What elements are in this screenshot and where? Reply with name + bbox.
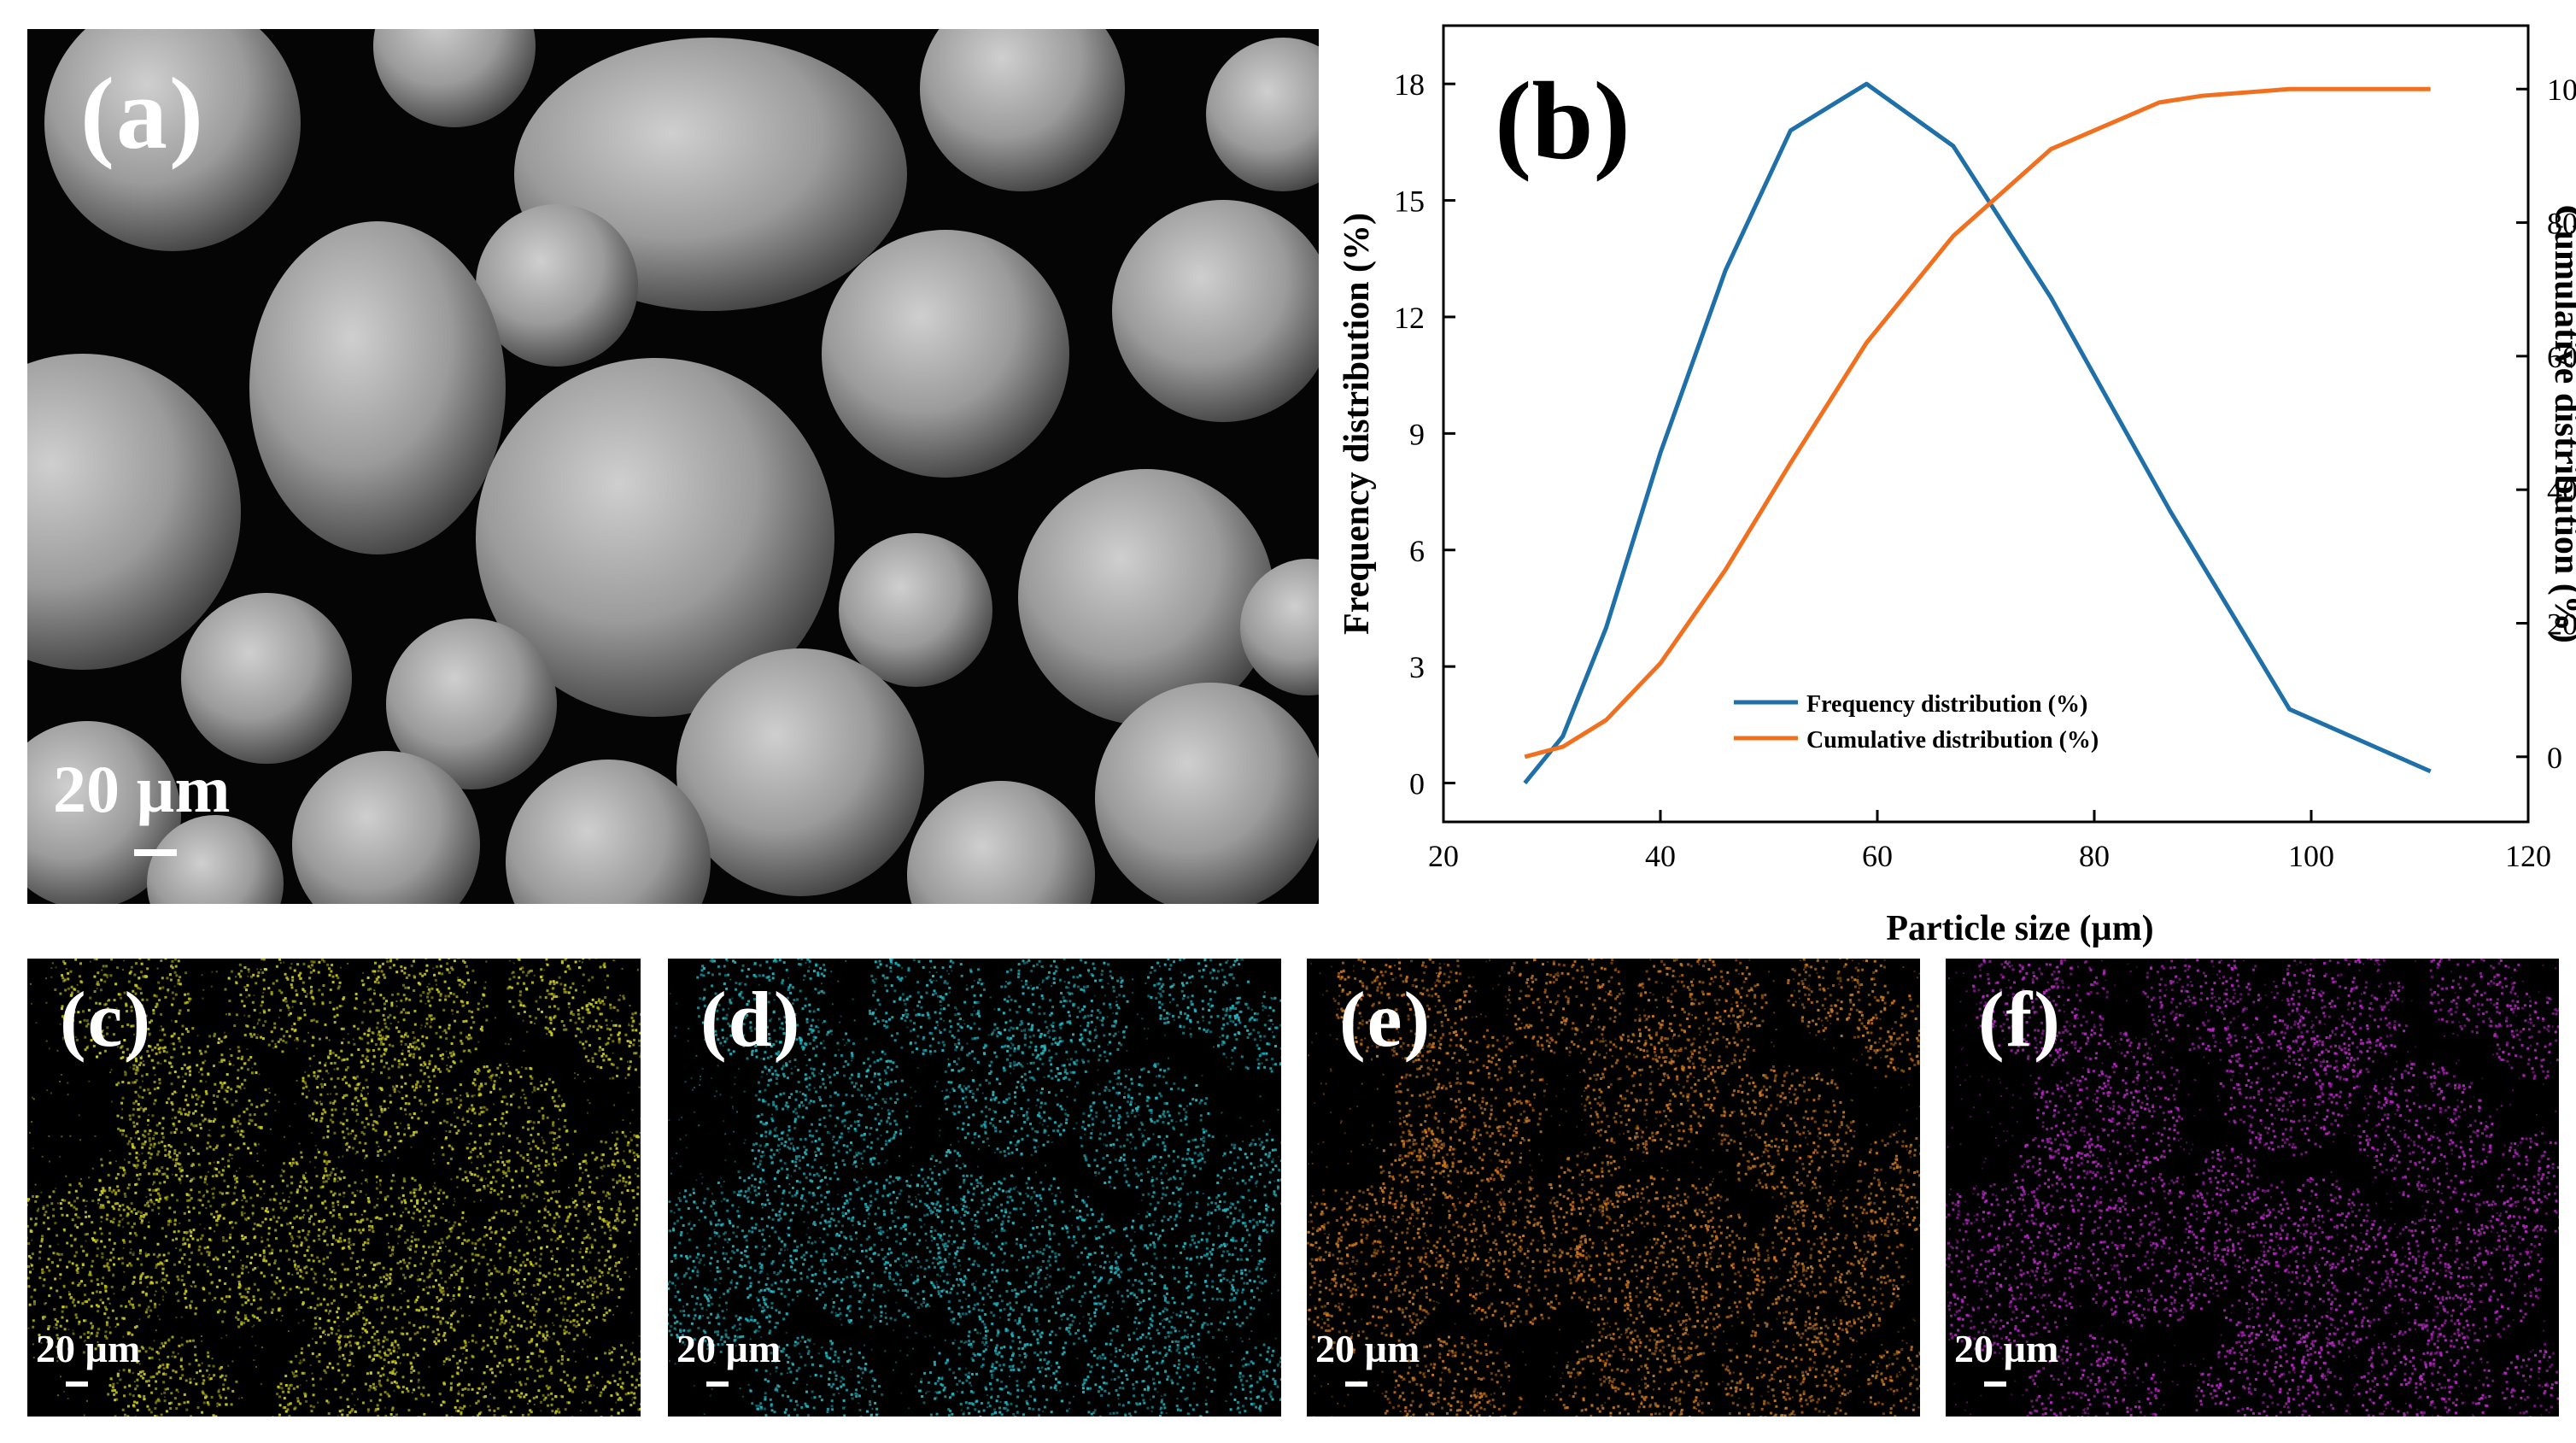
y-right-tick-label: 60 — [2547, 340, 2576, 374]
eds-map-f-graphic — [1946, 959, 2559, 1417]
cumulative-distribution-line — [1524, 86, 2431, 760]
panel-c-scale-bar-text: 20 µm — [36, 1326, 140, 1371]
panel-b-chart: 0 3 6 9 12 15 18 0 20 40 60 80 100 20 40 60 80 100 120 F… — [1332, 0, 2576, 957]
y-left-tick-label: 18 — [1394, 67, 1425, 102]
panel-a-label: (a) — [80, 55, 205, 173]
panel-a-sem-image: (a) 20 µm — [27, 29, 1319, 904]
panel-f-scale-bar — [1984, 1381, 2006, 1387]
plot-frame — [1442, 24, 2530, 824]
y-left-tick-label: 6 — [1409, 534, 1425, 568]
panel-b-label: (b) — [1495, 60, 1630, 183]
panel-c-label: (c) — [60, 974, 152, 1065]
x-tick-label: 60 — [1862, 839, 1893, 873]
panel-f-eds-map: (f) 20 µm — [1946, 959, 2559, 1417]
y-left-tick-label: 3 — [1409, 650, 1425, 684]
sem-particles-graphic — [27, 29, 1319, 904]
y-right-tick-label: 80 — [2547, 207, 2576, 241]
x-tick-label: 40 — [1645, 839, 1676, 873]
particle-size-distribution-chart: 0 3 6 9 12 15 18 0 20 40 60 80 100 20 40 60 80 100 120 F… — [1338, 24, 2576, 948]
panel-d-label: (d) — [700, 974, 801, 1065]
eds-map-d-graphic — [668, 959, 1281, 1417]
eds-map-e-graphic — [1307, 959, 1920, 1417]
panel-d-scale-bar-text: 20 µm — [676, 1326, 781, 1371]
element-signal-dots — [668, 959, 1281, 1417]
y-right-tick-label: 100 — [2547, 73, 2576, 107]
x-tick-label: 80 — [2079, 839, 2110, 873]
panel-e-eds-map: (e) 20 µm — [1307, 959, 1920, 1417]
panel-e-scale-bar-text: 20 µm — [1315, 1326, 1420, 1371]
legend-label: Cumulative distribution (%) — [1806, 727, 2099, 754]
panel-c-scale-bar — [66, 1381, 88, 1387]
y-left-tick-label: 15 — [1394, 185, 1425, 219]
element-signal-dots — [27, 959, 641, 1417]
frequency-distribution-line — [1523, 81, 2432, 785]
y-axis-left-label: Frequency distribution (%) — [1338, 213, 1377, 635]
y-right-tick-label: 0 — [2547, 741, 2562, 775]
panel-e-label: (e) — [1339, 974, 1431, 1065]
panel-a-scale-bar — [134, 849, 177, 856]
element-signal-dots — [1307, 959, 1920, 1417]
x-tick-label: 20 — [1428, 839, 1459, 873]
panel-d-eds-map: (d) 20 µm — [668, 959, 1281, 1417]
panel-e-scale-bar — [1345, 1381, 1367, 1387]
legend-label: Frequency distribution (%) — [1806, 691, 2087, 718]
x-tick-label: 120 — [2505, 839, 2551, 873]
y-right-tick-label: 20 — [2547, 607, 2576, 641]
element-signal-dots — [1946, 959, 2559, 1417]
y-left-tick-label: 9 — [1409, 417, 1425, 451]
panel-c-eds-map: (c) 20 µm — [27, 959, 641, 1417]
y-right-tick-label: 40 — [2547, 473, 2576, 507]
eds-map-c-graphic — [27, 959, 641, 1417]
x-axis-label: Particle size (µm) — [1886, 909, 2153, 948]
panel-f-label: (f) — [1978, 974, 2062, 1065]
map-background — [27, 959, 641, 1417]
x-tick-label: 100 — [2288, 839, 2334, 873]
panel-d-scale-bar — [706, 1381, 729, 1387]
y-axis-right-label: Cumulative distribution (%) — [2547, 204, 2576, 642]
panel-a-scale-bar-text: 20 µm — [53, 751, 230, 828]
y-left-tick-label: 12 — [1394, 301, 1425, 335]
y-left-tick-label: 0 — [1409, 767, 1425, 801]
panel-f-scale-bar-text: 20 µm — [1954, 1326, 2058, 1371]
